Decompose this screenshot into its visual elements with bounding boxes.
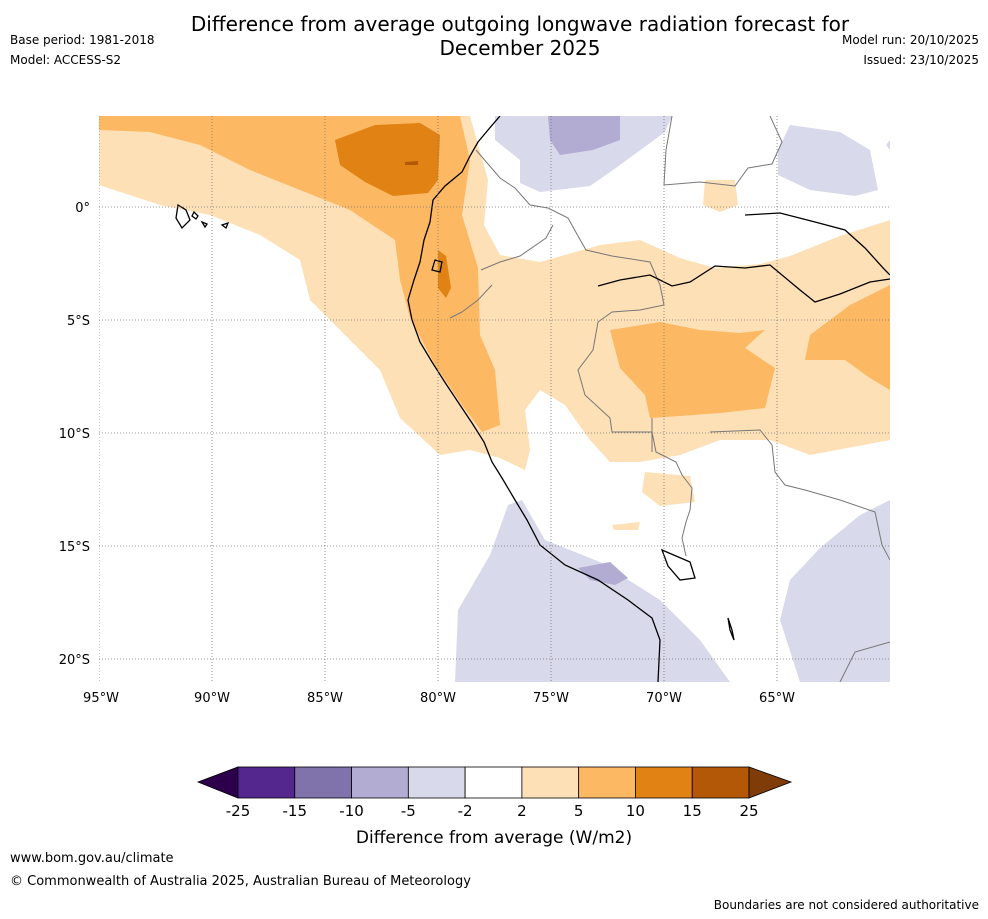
lat-label-20s: 20°S: [59, 653, 90, 668]
colorbar-over-triangle: [748, 766, 793, 799]
colorbar-box: [351, 766, 409, 799]
colorbar-tick-label: 2: [517, 802, 527, 820]
lon-label-90w: 90°W: [194, 691, 230, 706]
model-text: Model: ACCESS-S2: [10, 53, 122, 67]
lat-label-0: 0°: [75, 201, 90, 216]
lon-label-75w: 75°W: [533, 691, 569, 706]
lon-label-70w: 70°W: [646, 691, 682, 706]
colorbar-box: [635, 766, 693, 799]
colorbar-tick-label: -5: [401, 802, 416, 820]
lon-label-65w: 65°W: [759, 691, 795, 706]
colorbar-tick-label: -2: [458, 802, 473, 820]
colorbar-label: Difference from average (W/m2): [356, 828, 632, 848]
anomaly-deep-orange: [405, 161, 418, 165]
lon-gridlines: [99, 116, 778, 682]
title-line-1: Difference from average outgoing longwav…: [190, 12, 850, 36]
issued-text: Issued: 23/10/2025: [863, 53, 979, 67]
lon-label-95w: 95°W: [83, 691, 119, 706]
coastlines: [175, 116, 890, 682]
colorbar-tick-label: -25: [226, 802, 251, 820]
colorbar-box: [407, 766, 466, 799]
colorbar: -25 -15 -10 -5 -2 2 5 10 15 25 Difference from av…: [196, 766, 793, 848]
colorbar-box: [237, 766, 296, 799]
map-area: [99, 116, 890, 682]
colorbar-tick-label: -10: [339, 802, 364, 820]
lat-label-15s: 15°S: [59, 540, 90, 555]
colorbar-tick-label: 15: [683, 802, 702, 820]
model-run-text: Model run: 20/10/2025: [841, 33, 979, 47]
colorbar-box: [691, 766, 750, 799]
map-title: Difference from average outgoing longwav…: [140, 12, 900, 60]
colorbar-tick-label: -15: [283, 802, 308, 820]
colorbar-tick-label: 10: [626, 802, 645, 820]
footer-copyright: © Commonwealth of Australia 2025, Austra…: [10, 874, 471, 889]
footer-note: Boundaries are not considered authoritat…: [713, 898, 979, 912]
footer-url: www.bom.gov.au/climate: [10, 851, 174, 866]
lat-label-10s: 10°S: [59, 427, 90, 442]
meta-right: Model run: 20/10/2025 Issued: 23/10/2025: [842, 30, 979, 70]
colorbar-box: [294, 766, 352, 799]
colorbar-tick-label: 25: [739, 802, 758, 820]
anomaly-mid-purple: [548, 116, 628, 585]
lat-label-5s: 5°S: [67, 314, 90, 329]
colorbar-tick-label: 5: [574, 802, 584, 820]
lon-label-85w: 85°W: [307, 691, 343, 706]
colorbar-boxes: [237, 766, 750, 799]
lat-axis-labels: 0° 5°S 10°S 15°S 20°S: [59, 201, 90, 668]
colorbar-tick-labels: -25 -15 -10 -5 -2 2 5 10 15 25: [226, 802, 759, 820]
anomaly-light-purple: [455, 116, 890, 682]
title-line-2: December 2025: [439, 36, 601, 60]
colorbar-box: [464, 766, 523, 799]
colorbar-under-triangle: [196, 766, 239, 799]
base-period-text: Base period: 1981-2018: [10, 33, 155, 47]
lon-label-80w: 80°W: [420, 691, 456, 706]
colorbar-box: [521, 766, 580, 799]
lon-axis-labels: 95°W 90°W 85°W 80°W 75°W 70°W 65°W: [83, 691, 795, 706]
meta-left: Base period: 1981-2018 Model: ACCESS-S2: [10, 30, 155, 70]
colorbar-box: [578, 766, 636, 799]
